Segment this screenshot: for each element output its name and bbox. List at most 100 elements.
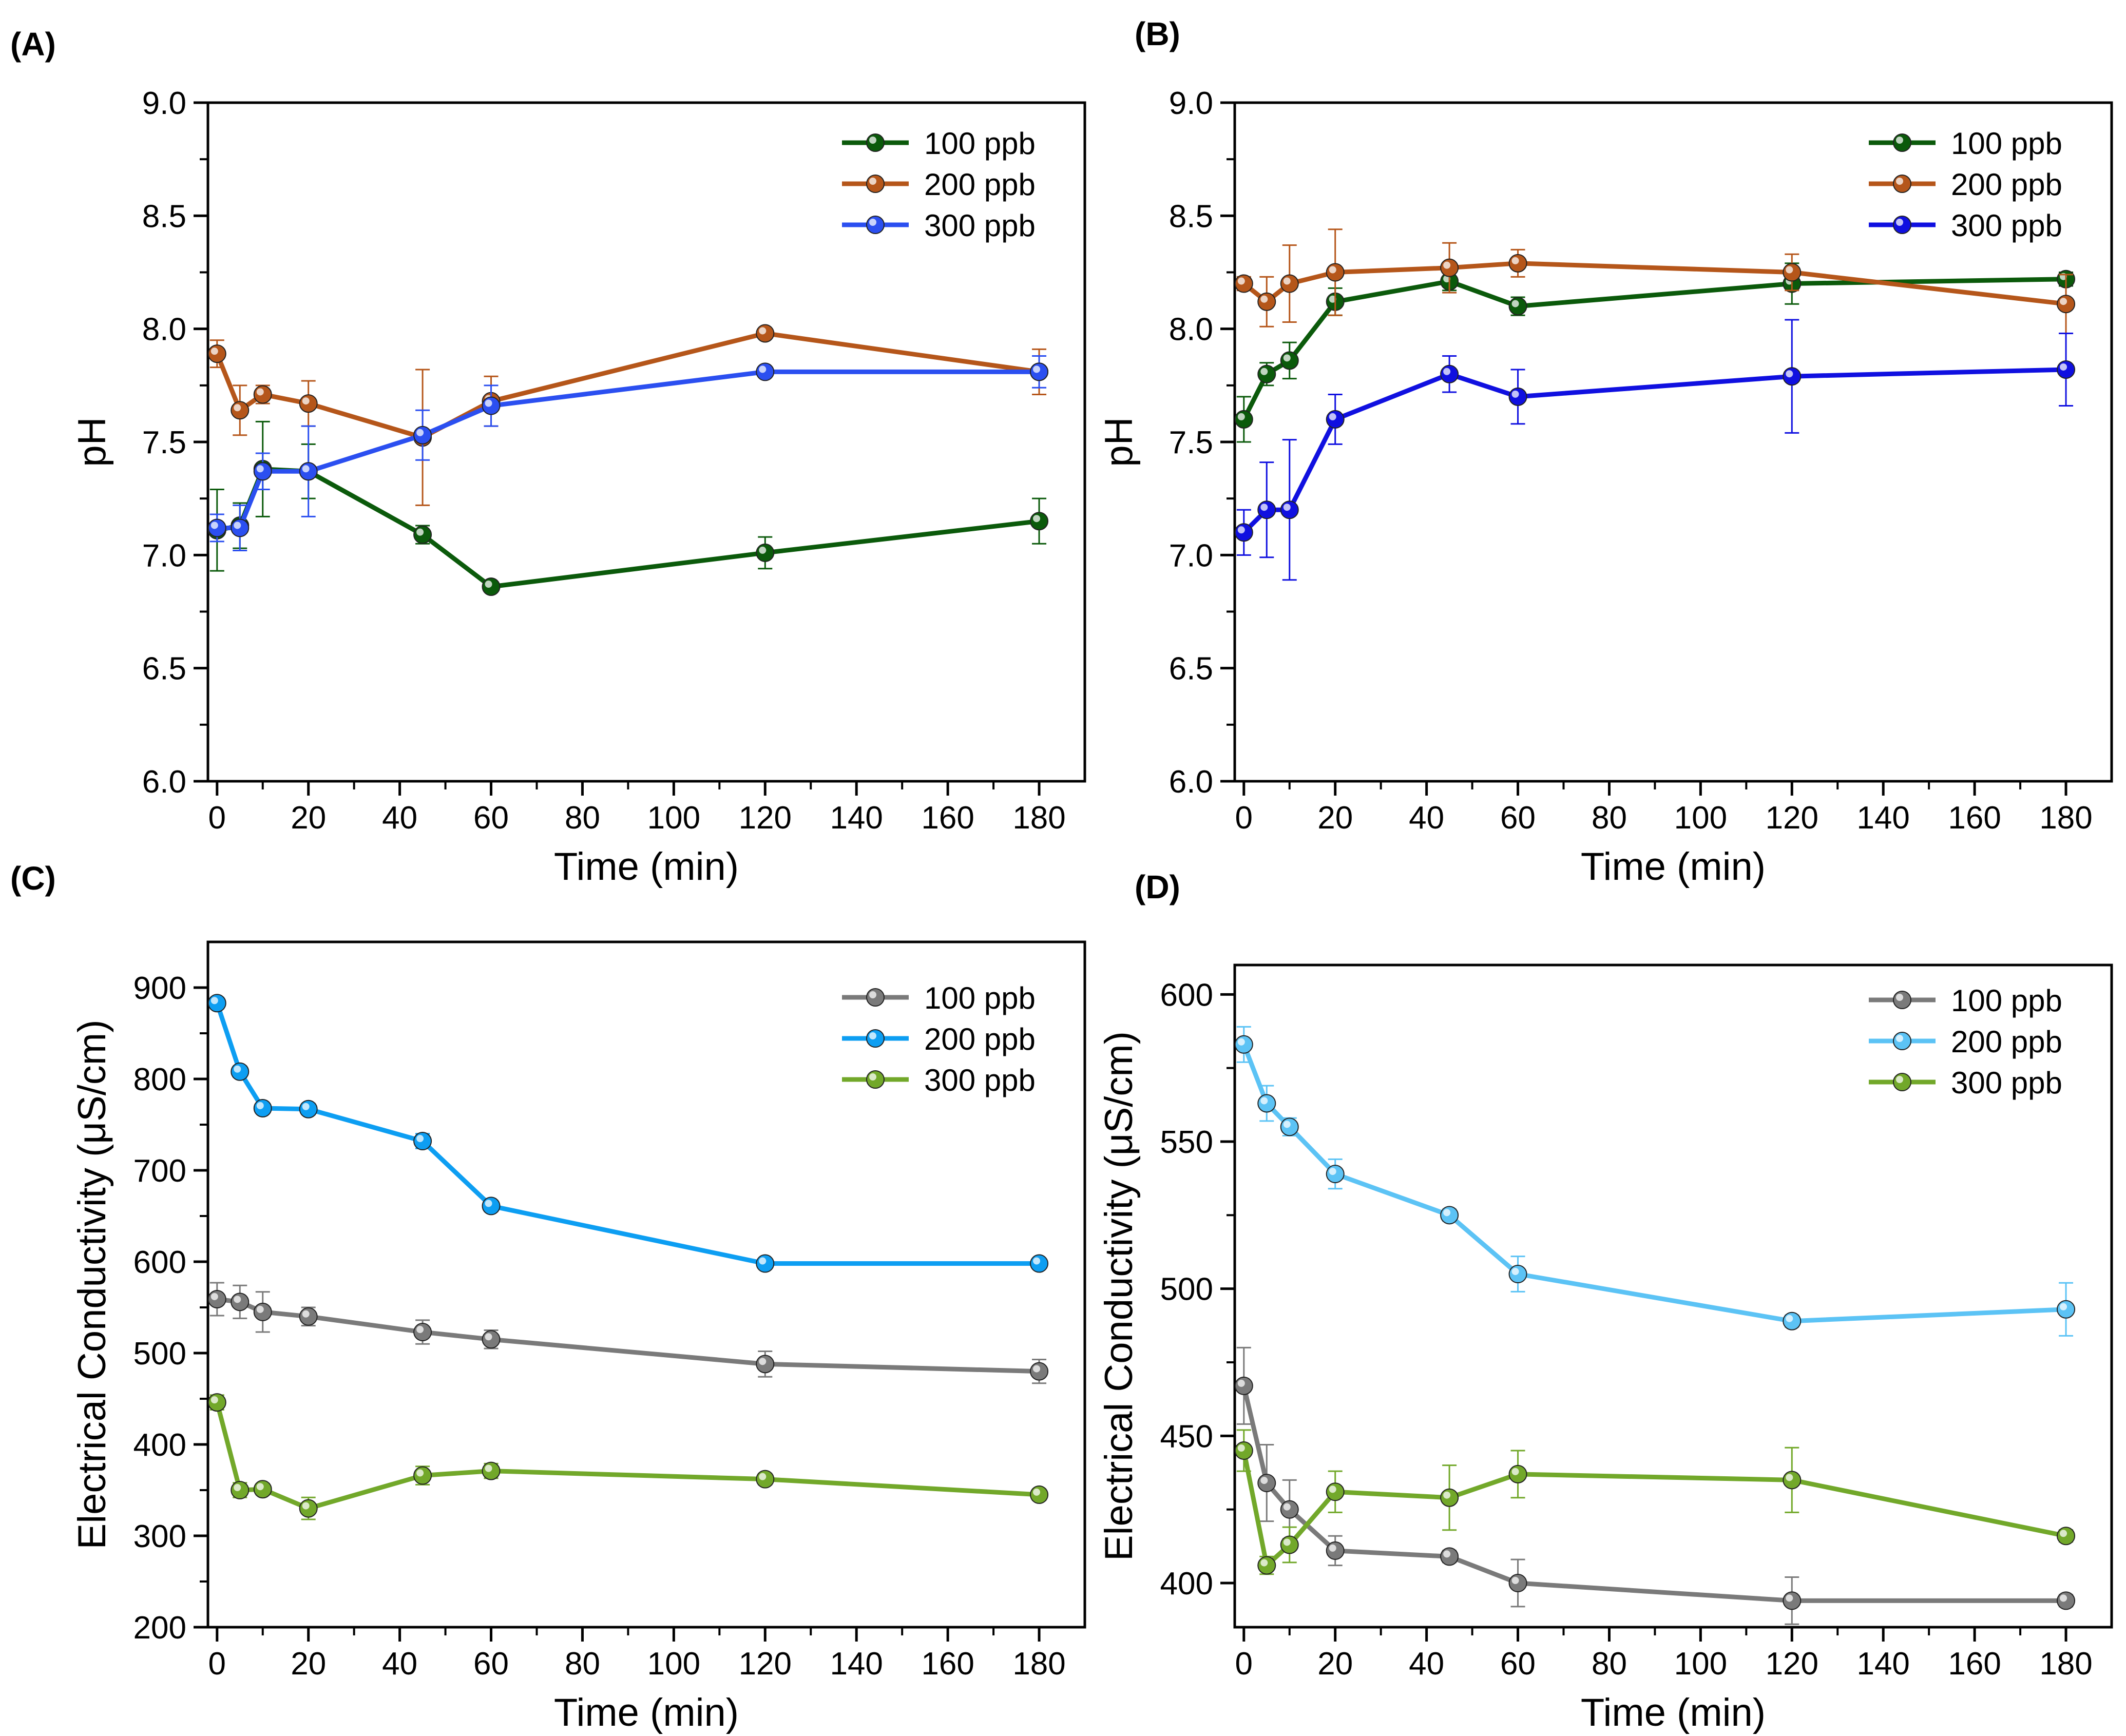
y-tick-label: 500 — [1160, 1272, 1213, 1307]
series-2 — [1234, 1026, 2076, 1337]
chart-panels: 0 20 40 60 80 100 120 140 160 180 6.0 6.5 7.0 7.5 8.0 8… — [70, 86, 2113, 1734]
data-point — [253, 462, 272, 481]
data-point — [299, 1100, 318, 1118]
y-tick-label: 7.0 — [142, 538, 186, 573]
data-point-highlight — [1237, 1038, 1245, 1046]
data-point — [1234, 274, 1253, 293]
data-point-highlight — [1260, 295, 1268, 303]
data-point — [756, 1355, 775, 1374]
data-point-highlight — [759, 1473, 767, 1480]
data-point-highlight — [416, 1135, 424, 1143]
series-line — [215, 331, 1040, 440]
y-tick-label: 400 — [133, 1428, 186, 1463]
y-tick-label: 9.0 — [142, 86, 186, 121]
data-point — [1440, 258, 1459, 277]
chart-panel-3: 0 20 40 60 80 100 120 140 160 180 200 300 400 500 600 7… — [70, 940, 1086, 1734]
y-tick-label: 8.5 — [1169, 199, 1213, 234]
series-1 — [207, 1282, 1049, 1384]
series-1 — [1234, 1346, 2076, 1625]
legend-marker — [866, 988, 885, 1007]
series-1 — [1234, 262, 2076, 443]
data-point — [231, 1481, 250, 1499]
data-point — [1440, 1206, 1459, 1225]
data-point — [756, 324, 775, 343]
data-point — [756, 1254, 775, 1273]
data-point — [1257, 1474, 1276, 1493]
legend-label: 100 ppb — [924, 981, 1036, 1015]
x-tick-label: 100 — [647, 1646, 700, 1682]
data-point-highlight — [2060, 298, 2067, 305]
data-point-highlight — [1283, 504, 1291, 511]
data-point — [207, 344, 226, 363]
data-point-highlight — [1511, 300, 1519, 307]
x-tick-label: 60 — [1500, 800, 1536, 836]
series-line — [1242, 367, 2066, 534]
legend-marker-highlight — [869, 219, 876, 226]
x-tick-label: 20 — [291, 1646, 326, 1682]
plot-frame — [1233, 101, 2113, 783]
y-tick-label: 700 — [133, 1153, 186, 1189]
data-point — [299, 394, 318, 413]
data-point — [2057, 1527, 2076, 1546]
data-point-highlight — [1329, 1544, 1336, 1552]
data-point — [1508, 1464, 1527, 1483]
legend-marker-highlight — [1896, 1035, 1903, 1042]
data-point-highlight — [759, 1358, 767, 1365]
data-point-highlight — [1237, 526, 1245, 534]
data-point — [1326, 1482, 1345, 1501]
x-tick-label: 80 — [565, 1646, 600, 1682]
data-point-highlight — [302, 1502, 310, 1510]
data-point-highlight — [2060, 1530, 2067, 1537]
legend-marker-highlight — [1896, 1076, 1903, 1083]
data-point-highlight — [2060, 1303, 2067, 1310]
panel-label-b: (B) — [1135, 15, 1180, 52]
legend-label: 200 ppb — [924, 1022, 1036, 1056]
data-point — [1440, 364, 1459, 383]
y-tick-label: 8.5 — [142, 199, 186, 234]
legend-marker-highlight — [869, 178, 876, 185]
x-axis-title: Time (min) — [1581, 845, 1766, 889]
data-point-highlight — [1033, 1488, 1041, 1496]
data-point-highlight — [1786, 1594, 1793, 1602]
legend-marker — [1893, 175, 1911, 193]
x-tick-label: 140 — [1856, 800, 1909, 836]
legend-marker — [866, 133, 885, 152]
data-point-highlight — [256, 1483, 264, 1491]
chart-panel-1: 0 20 40 60 80 100 120 140 160 180 6.0 6.5 7.0 7.5 8.0 8… — [70, 86, 1086, 889]
legend-marker — [866, 1070, 885, 1089]
panel-label-a: (A) — [10, 26, 56, 63]
data-point — [299, 1307, 318, 1326]
y-tick-label: 900 — [133, 971, 186, 1006]
data-point-highlight — [256, 388, 264, 396]
data-point-highlight — [302, 465, 310, 473]
data-point — [1326, 1541, 1345, 1560]
data-point — [1326, 263, 1345, 282]
data-point-highlight — [302, 397, 310, 405]
x-tick-label: 160 — [1948, 1646, 2001, 1682]
data-point — [1030, 362, 1049, 381]
legend-marker-highlight — [869, 137, 876, 144]
data-point-highlight — [1443, 261, 1451, 269]
data-point-highlight — [1786, 266, 1793, 274]
y-tick-label: 7.0 — [1169, 538, 1213, 573]
y-tick-label: 500 — [133, 1336, 186, 1372]
data-point — [413, 1466, 432, 1485]
y-tick-label: 7.5 — [1169, 425, 1213, 460]
data-point-highlight — [1443, 1491, 1451, 1499]
data-point-highlight — [1786, 1474, 1793, 1481]
y-tick-label: 450 — [1160, 1419, 1213, 1454]
x-tick-label: 120 — [1766, 1646, 1818, 1682]
legend-label: 300 ppb — [924, 208, 1036, 243]
data-point — [1030, 1485, 1049, 1504]
x-tick-label: 0 — [1235, 800, 1253, 836]
data-point — [413, 426, 432, 445]
y-tick-label: 8.0 — [142, 312, 186, 348]
legend-label: 200 ppb — [1951, 167, 2062, 202]
y-tick-label: 300 — [133, 1519, 186, 1554]
legend-label: 200 ppb — [1951, 1025, 2062, 1059]
series-line — [215, 1401, 1040, 1511]
data-point-highlight — [416, 1469, 424, 1477]
data-point — [1234, 410, 1253, 429]
y-tick-label: 800 — [133, 1062, 186, 1097]
data-point — [231, 1062, 250, 1081]
